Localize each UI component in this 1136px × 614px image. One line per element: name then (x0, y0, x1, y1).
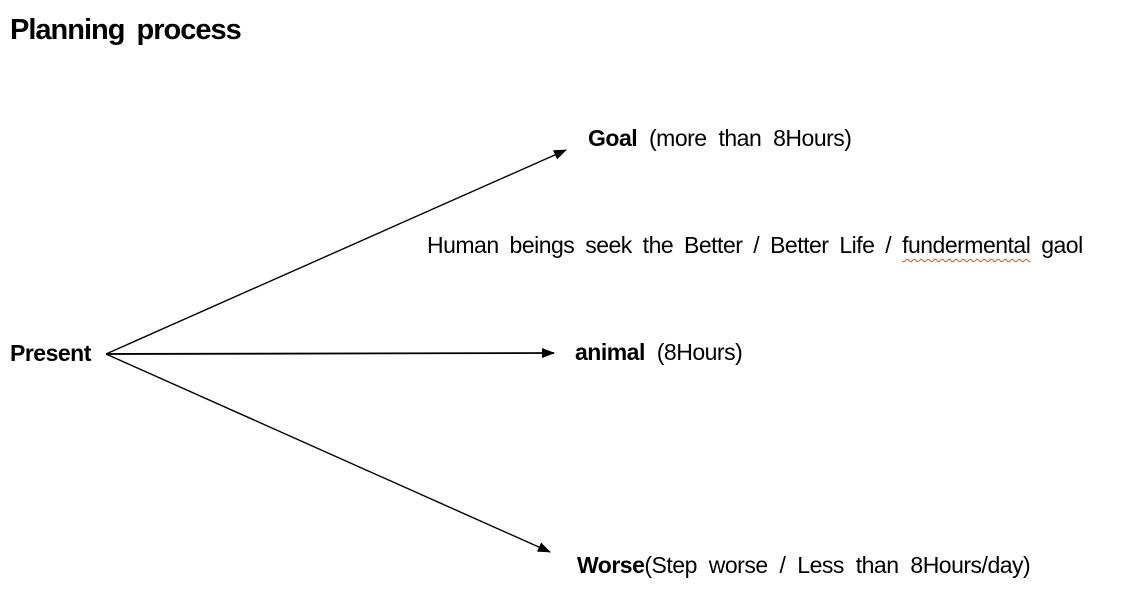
goal-label: Goal (588, 125, 638, 151)
arrow-to-goal-icon (105, 149, 567, 355)
arrow-to-worse-icon (105, 353, 551, 553)
goal-node: Goal (more than 8Hours) (588, 125, 852, 151)
annotation-misspelled-word: fundermental (902, 232, 1031, 258)
animal-detail: (8Hours) (644, 339, 743, 365)
annotation-suffix: gaol (1030, 232, 1083, 258)
animal-label: animal (575, 339, 645, 365)
annotation-text: Human beings seek the Better / Better Li… (427, 232, 1083, 258)
worse-label: Worse (577, 552, 645, 578)
arrow-to-animal-icon (105, 348, 555, 359)
annotation-prefix: Human beings seek the Better / Better Li… (427, 232, 903, 258)
present-node: Present (10, 340, 91, 366)
animal-node: animal (8Hours) (575, 339, 743, 365)
worse-detail: (Step worse / Less than 8Hours/day) (644, 552, 1031, 578)
present-label: Present (10, 340, 91, 366)
goal-detail: (more than 8Hours) (637, 125, 852, 151)
page-title: Planning process (10, 14, 242, 46)
worse-node: Worse(Step worse / Less than 8Hours/day) (577, 552, 1031, 578)
